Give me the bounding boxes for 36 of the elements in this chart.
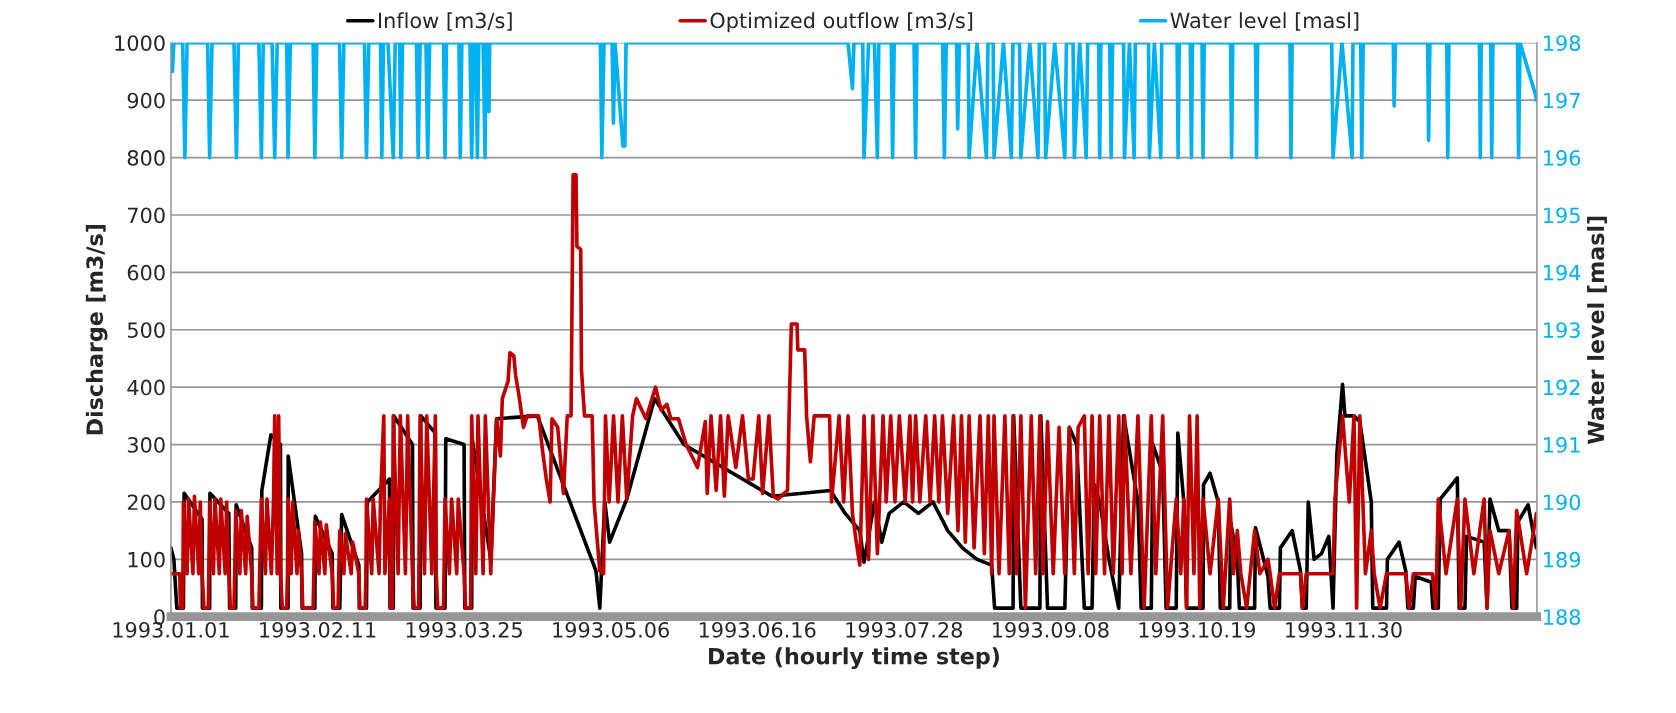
y-tick-label: 500 (127, 322, 165, 338)
y2-tick-label: 195 (1544, 207, 1580, 224)
legend-label: Water level [masl] (1170, 12, 1359, 31)
y2-tick-label: 197 (1544, 92, 1580, 109)
x-tick-label: 1993.11.30 (1286, 621, 1402, 638)
y-tick-label: 400 (127, 379, 165, 396)
y2-tick-label: 188 (1544, 609, 1581, 625)
y-axis-title: Discharge [m3/s] (85, 225, 108, 435)
y-tick-label: 200 (127, 494, 165, 511)
legend-label: Optimized outflow [m3/s] (710, 12, 973, 33)
y2-tick-label: 194 (1544, 264, 1581, 281)
y2-tick-label: 198 (1544, 35, 1581, 51)
y2-tick-label: 189 (1544, 551, 1581, 568)
x-tick-label: 1993.06.16 (699, 621, 816, 638)
x-tick-label: 1993.05.06 (553, 621, 669, 638)
x-tick-label: 1993.02.11 (260, 621, 376, 638)
y-tick-label: 100 (128, 551, 165, 568)
x-tick-label: 1993.10.19 (1139, 621, 1256, 638)
y2-tick-label: 191 (1544, 437, 1580, 453)
y-tick-label: 700 (128, 207, 165, 224)
y-tick-label: 900 (127, 92, 165, 109)
legend-label: Inflow [m3/s] (378, 12, 512, 31)
y-tick-label: 800 (127, 150, 165, 166)
y-tick-label: 1000 (115, 35, 165, 51)
y2-tick-label: 193 (1544, 322, 1580, 338)
y-tick-label: 300 (127, 437, 165, 453)
y2-tick-label: 192 (1544, 379, 1580, 396)
x-tick-label: 1993.07.28 (846, 621, 962, 638)
y2-tick-label: 196 (1544, 150, 1581, 166)
line-series (170, 172, 1537, 610)
y-tick-label: 600 (127, 264, 165, 281)
y2-tick-label: 190 (1544, 494, 1581, 511)
y2-axis-title: Water level [masl] (1587, 216, 1607, 445)
x-tick-label: 1993.09.08 (992, 621, 1109, 638)
x-tick-label: 1993.03.25 (406, 621, 522, 638)
x-axis-title: Date (hourly time step) (709, 647, 999, 670)
